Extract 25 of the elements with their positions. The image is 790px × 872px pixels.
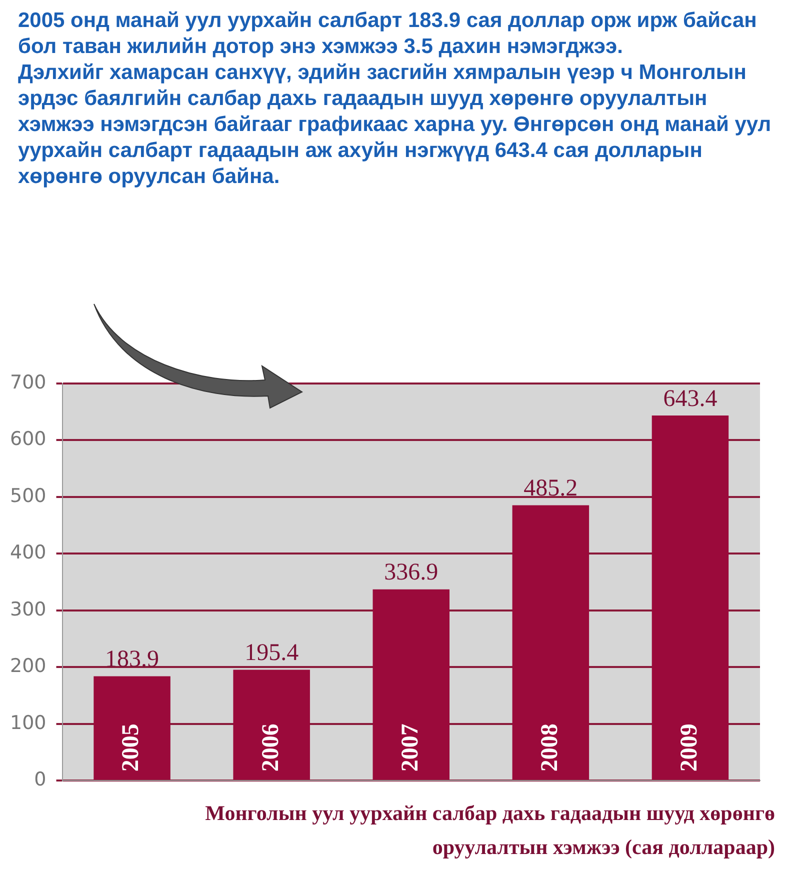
x-tick-label: 2009 (676, 724, 702, 772)
x-tick-label: 2007 (397, 724, 424, 772)
y-tick-label: 600 (10, 428, 46, 450)
y-tick-label: 500 (10, 484, 46, 507)
bar (94, 676, 170, 780)
bar (372, 589, 450, 780)
x-tick-label: 2008 (536, 724, 563, 772)
chart-title: 2005 онд манай уул уурхайн салбарт 183.9 сая доллар орж ирж байсан бол таван жилийн дотор энэ хэмжээ 3.5 дахин нэмэгджээ. (18, 8, 758, 60)
bar (652, 416, 729, 780)
bar (512, 505, 590, 780)
y-tick-label: 100 (10, 712, 46, 734)
data-label: 336.9 (384, 560, 438, 586)
y-tick-label: 0 (34, 768, 46, 791)
data-label: 485.2 (524, 476, 578, 502)
y-tick-label: 700 (10, 371, 46, 394)
x-tick-label: 2005 (118, 724, 144, 772)
data-label: 195.4 (244, 640, 299, 666)
y-tick-label: 200 (10, 655, 46, 678)
y-tick-label: 400 (10, 542, 46, 564)
x-tick-label: 2006 (258, 724, 284, 772)
bar (233, 670, 310, 780)
y-tick-label: 300 (10, 598, 46, 620)
data-label: 643.4 (663, 386, 718, 412)
text: Монголын уул уурхайн салбар дахь гадаадын шууд хөрөнгө оруулалтын хэмжээ (сая доллараар) (204, 800, 775, 861)
chart-subtitle: Дэлхийг хамарсан санхүү, эдийн засгийн хямралын үеэр ч Монголын эрдэс баялгийн салбар дахь гадаадын шууд хөрөнгө оруулалтын хэмжээ нэмэгдсэн байгааг графикаас харна уу. Өнгөрсөн онд манай уул уурхайн салбарт гадаадын аж ахуйн нэгжүүд 643.4 сая долларын хөрөнгө оруулсан байна. (18, 60, 772, 190)
